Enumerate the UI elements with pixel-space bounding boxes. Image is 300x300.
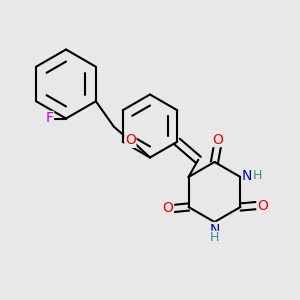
Text: N: N [242, 169, 252, 182]
Text: N: N [209, 223, 220, 236]
Text: H: H [210, 231, 219, 244]
Text: O: O [212, 133, 223, 146]
Text: O: O [257, 199, 268, 212]
Text: O: O [125, 133, 136, 147]
Text: O: O [163, 202, 174, 215]
Text: F: F [46, 112, 53, 125]
Text: H: H [252, 169, 262, 182]
